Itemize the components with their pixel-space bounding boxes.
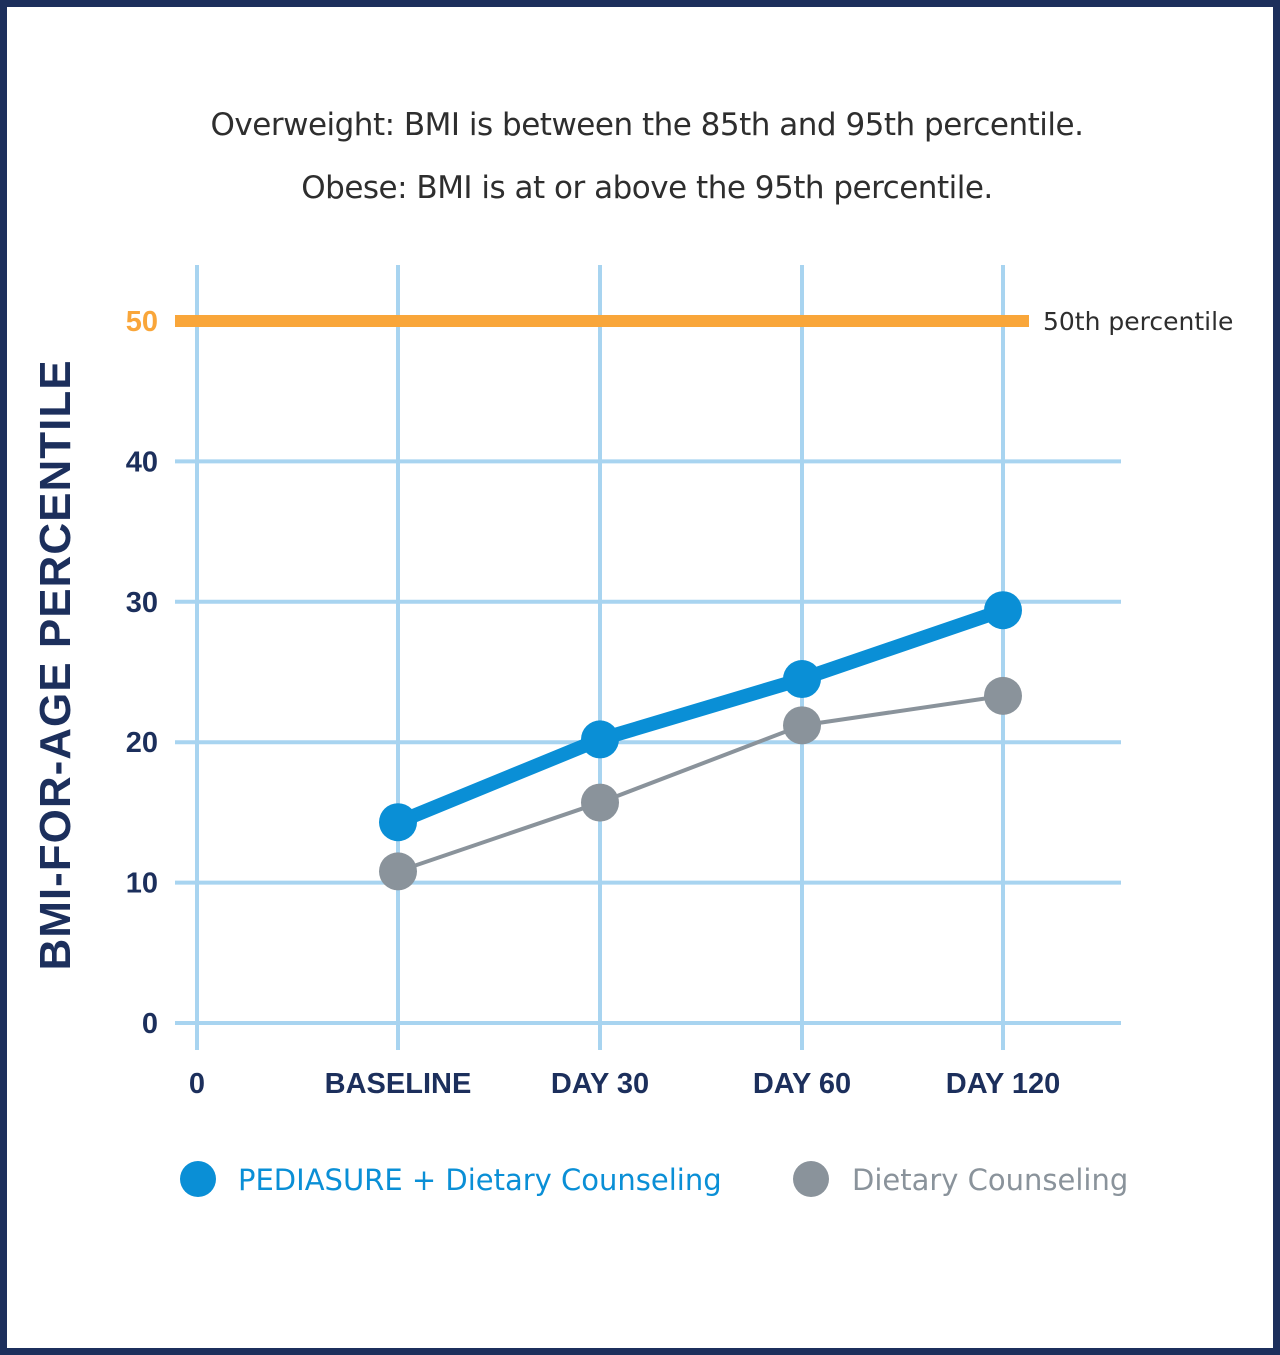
note-overweight: Overweight: BMI is between the 85th and … bbox=[210, 107, 1084, 143]
y-tick-label-4: 40 bbox=[126, 446, 158, 478]
legend-marker-1 bbox=[793, 1161, 829, 1197]
x-tick-label-0: 0 bbox=[189, 1068, 205, 1100]
series-0-point-2 bbox=[783, 660, 821, 699]
series-group bbox=[379, 591, 1022, 891]
grid bbox=[175, 265, 1121, 1050]
x-tick-label-4: DAY 120 bbox=[946, 1068, 1061, 1100]
legend-label-0: PEDIASURE + Dietary Counseling bbox=[238, 1163, 722, 1197]
series-1-point-0 bbox=[379, 852, 417, 891]
y-tick-label-5: 50 bbox=[126, 306, 158, 338]
series-0-point-1 bbox=[581, 720, 619, 759]
reference-line-label: 50th percentile bbox=[1043, 307, 1233, 336]
x-axis-ticks: 0 BASELINE DAY 30 DAY 60 DAY 120 bbox=[189, 1068, 1060, 1100]
legend: PEDIASURE + Dietary Counseling Dietary Co… bbox=[180, 1161, 1128, 1197]
series-0-point-3 bbox=[984, 591, 1022, 630]
y-axis-ticks: 0 10 20 30 40 50 bbox=[126, 306, 158, 1040]
y-tick-label-0: 0 bbox=[142, 1008, 158, 1040]
reference-line-group: 50th percentile bbox=[175, 307, 1233, 336]
y-tick-label-2: 20 bbox=[126, 727, 158, 759]
series-line-0 bbox=[395, 603, 1006, 829]
y-tick-label-3: 30 bbox=[126, 587, 158, 619]
series-1-point-1 bbox=[581, 783, 619, 822]
y-axis-label: BMI-FOR-AGE PERCENTILE bbox=[31, 359, 80, 970]
x-tick-label-3: DAY 60 bbox=[753, 1068, 851, 1100]
x-tick-label-1: BASELINE bbox=[325, 1068, 472, 1100]
legend-label-1: Dietary Counseling bbox=[852, 1163, 1128, 1197]
x-tick-label-2: DAY 30 bbox=[551, 1068, 649, 1100]
series-1-point-3 bbox=[984, 676, 1022, 715]
y-tick-label-1: 10 bbox=[126, 868, 158, 900]
note-obese: Obese: BMI is at or above the 95th perce… bbox=[301, 170, 993, 206]
legend-marker-0 bbox=[180, 1161, 216, 1197]
series-line-1 bbox=[397, 693, 1004, 874]
series-1-point-2 bbox=[783, 706, 821, 745]
series-0-point-0 bbox=[379, 803, 417, 842]
